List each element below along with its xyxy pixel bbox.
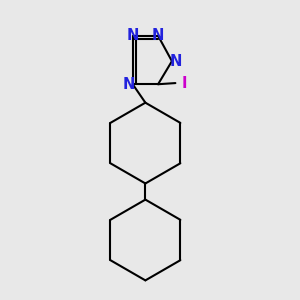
- Text: N: N: [152, 28, 164, 43]
- Text: I: I: [182, 76, 188, 91]
- Text: N: N: [127, 28, 139, 43]
- Text: N: N: [123, 77, 135, 92]
- Text: N: N: [169, 54, 182, 69]
